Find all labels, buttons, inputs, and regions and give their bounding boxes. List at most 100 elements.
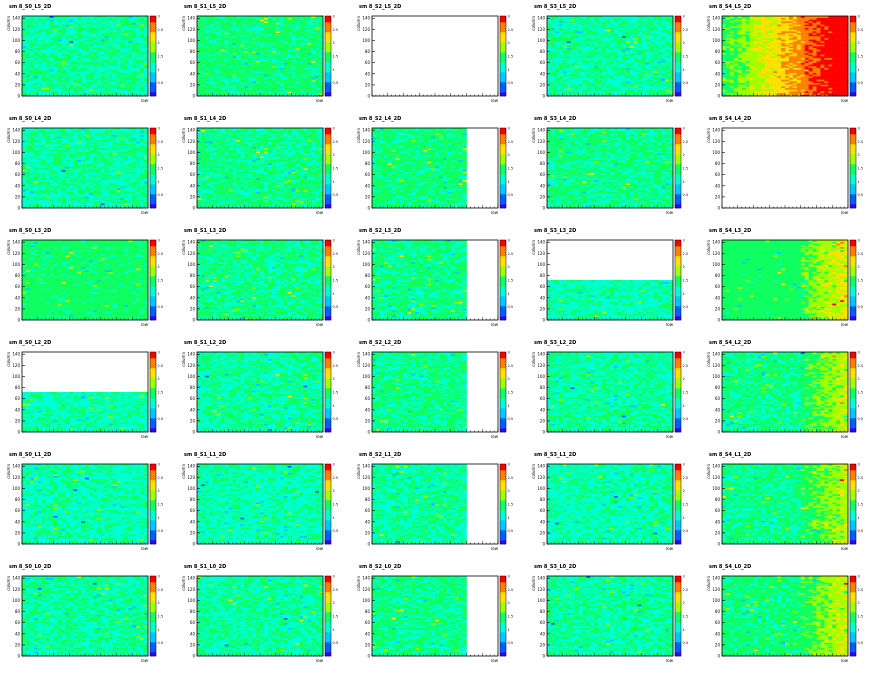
heatmap-cell: [295, 57, 300, 60]
heatmap-cell: [602, 84, 607, 87]
heatmap-cell: [228, 36, 233, 38]
heatmap-cell: [275, 42, 280, 45]
heatmap-cell: [275, 69, 280, 72]
heatmap-cell: [112, 59, 117, 62]
heatmap-cell: [653, 36, 658, 38]
y-tick-label: 60: [540, 60, 546, 65]
heatmap-cell: [566, 29, 571, 32]
heatmap-cell: [279, 67, 284, 70]
heatmap-cell: [85, 49, 90, 52]
heatmap-cell: [279, 47, 284, 50]
heatmap-cell: [287, 16, 292, 18]
heatmap-cell: [566, 16, 571, 18]
heatmap-cell: [598, 34, 603, 37]
heatmap-cell: [645, 27, 650, 30]
heatmap-cell: [657, 72, 662, 75]
heatmap-cell: [566, 34, 571, 37]
heatmap-cell: [248, 32, 253, 35]
heatmap-cell: [267, 26, 273, 28]
heatmap-cell: [45, 47, 50, 50]
heatmap-cell: [590, 26, 595, 28]
heatmap-cell: [299, 29, 304, 32]
heatmap-cell: [228, 32, 233, 35]
heatmap-cell: [279, 34, 284, 37]
heatmap-cell: [315, 36, 320, 38]
heatmap-cell: [275, 36, 280, 38]
heatmap-cell: [263, 52, 269, 55]
heatmap-cell: [136, 57, 141, 60]
heatmap-cell: [633, 64, 638, 67]
heatmap-cell: [275, 52, 280, 55]
heatmap-cell: [208, 46, 214, 48]
heatmap-cell: [88, 59, 94, 62]
heatmap-cell: [92, 77, 98, 80]
heatmap-cell: [208, 44, 214, 47]
heatmap-cell: [637, 52, 642, 55]
heatmap-cell: [554, 21, 560, 23]
heatmap-cell: [140, 92, 145, 95]
heatmap-cell: [315, 51, 320, 53]
heatmap-cell: [197, 69, 202, 72]
heatmap-cell: [53, 91, 58, 93]
heatmap-cell: [562, 67, 567, 70]
heatmap-cell: [291, 91, 296, 93]
heatmap-cell: [220, 26, 225, 28]
heatmap-cell: [228, 82, 233, 85]
heatmap-cell: [621, 64, 627, 67]
heatmap-cell: [582, 32, 587, 35]
heatmap-cell: [299, 44, 304, 47]
heatmap-cell: [69, 49, 74, 52]
heatmap-cell: [598, 76, 603, 78]
heatmap-cell: [574, 51, 579, 53]
heatmap-cell: [140, 34, 145, 37]
heatmap-cell: [204, 87, 210, 90]
heatmap-cell: [613, 19, 619, 22]
heatmap-cell: [29, 19, 35, 22]
heatmap-cell: [22, 54, 27, 57]
heatmap-cell: [212, 69, 217, 72]
heatmap-cell: [578, 66, 583, 68]
heatmap-cell: [200, 84, 206, 87]
heatmap-cell: [653, 27, 658, 30]
heatmap-cell: [299, 22, 304, 25]
heatmap-cell: [299, 46, 304, 48]
heatmap-cell: [220, 42, 225, 45]
heatmap-cell: [108, 31, 113, 33]
heatmap-cell: [240, 34, 245, 37]
heatmap-cell: [248, 47, 253, 50]
heatmap-cell: [610, 44, 615, 47]
heatmap-cell: [315, 94, 320, 97]
heatmap-cell: [116, 44, 121, 47]
heatmap-cell: [57, 64, 62, 67]
heatmap-cell: [128, 29, 133, 32]
heatmap-cell: [236, 54, 241, 57]
heatmap-cell: [641, 62, 646, 65]
heatmap-cell: [547, 32, 552, 35]
heatmap-cell: [645, 42, 650, 45]
heatmap-cell: [287, 44, 292, 47]
heatmap-cell: [590, 31, 595, 33]
heatmap-cell: [291, 27, 296, 30]
heatmap-cell: [232, 91, 237, 93]
heatmap-cell: [315, 52, 320, 55]
heatmap-cell: [613, 36, 619, 38]
heatmap-cell: [315, 32, 320, 35]
heatmap-cell: [81, 92, 86, 95]
heatmap-cell: [649, 59, 654, 62]
heatmap-cell: [299, 37, 304, 40]
heatmap-cell: [77, 57, 82, 60]
heatmap-cell: [236, 82, 241, 85]
heatmap-cell: [212, 42, 217, 45]
heatmap-cell: [232, 39, 237, 42]
heatmap-cell: [267, 81, 273, 83]
heatmap-cell: [287, 39, 292, 42]
heatmap-cell: [212, 92, 217, 95]
heatmap-cell: [260, 89, 265, 92]
colorbar-segment: [325, 52, 331, 55]
heatmap-cell: [657, 26, 662, 28]
heatmap-cell: [287, 61, 292, 63]
heatmap-cell: [136, 72, 141, 75]
heatmap-cell: [140, 49, 145, 52]
heatmap-cell: [299, 87, 304, 90]
heatmap-cell: [220, 79, 225, 82]
